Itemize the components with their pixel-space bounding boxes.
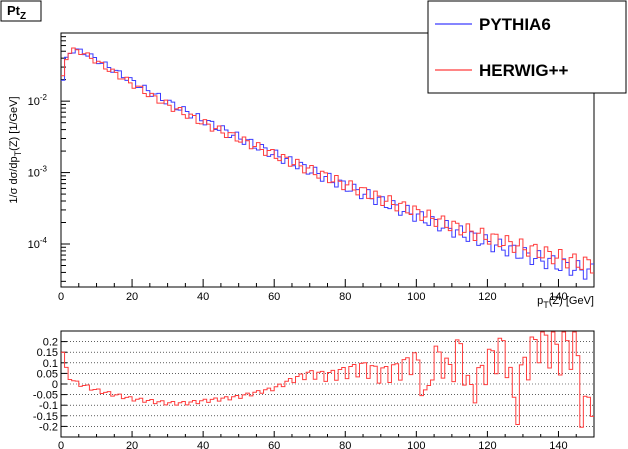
y-axis-title-rest: (Z) [1/GeV] [8,96,20,150]
chart-title: PtZ [7,3,26,22]
lower-x-tick-label: 0 [58,440,64,449]
chart-title-subscript: Z [20,11,26,22]
lower-y-tick-label: 0.15 [37,347,58,359]
upper-x-tick-label: 100 [407,291,425,303]
lower-y-tick-label: 0.05 [37,368,58,380]
ratio-series-line [61,331,594,428]
upper-y-tick-label: 10-3 [28,165,48,180]
lower-x-tick-label: 100 [407,440,425,449]
upper-x-tick-label: 0 [58,291,64,303]
lower-y-tick-label: -0.2 [39,421,58,433]
upper-x-tick-label: 140 [549,291,567,303]
lower-x-tick-label: 80 [339,440,351,449]
lower-x-tick-label: 20 [126,440,138,449]
lower-y-tick-label: -0.15 [33,411,58,423]
lower-x-tick-label: 60 [268,440,280,449]
lower-y-tick-label: -0.05 [33,390,58,402]
upper-y-tick-label: 10-2 [28,93,48,108]
lower-x-tick-label: 120 [478,440,496,449]
x-axis-title-main: p [537,295,543,307]
lower-x-tick-label: 140 [549,440,567,449]
lower-x-tick-label: 40 [197,440,209,449]
upper-x-tick-label: 60 [268,291,280,303]
y-axis-title-main: 1/σ dσ/dp [8,156,20,203]
upper-x-tick-label: 40 [197,291,209,303]
legend-label-pythia6: PYTHIA6 [479,15,551,34]
upper-x-tick-label: 20 [126,291,138,303]
legend-box [427,0,627,94]
x-axis-title: pT(Z) [GeV] [537,295,594,310]
lower-y-tick-label: 0.1 [43,358,58,370]
legend-label-herwig: HERWIG++ [479,61,569,80]
x-axis-title-sub: T [543,300,549,310]
lower-y-tick-label: 0 [52,379,58,391]
lower-y-tick-label: 0.2 [43,337,58,349]
upper-x-tick-label: 80 [339,291,351,303]
title-box [0,0,42,22]
series-line-herwig [61,47,594,274]
upper-x-tick-label: 120 [478,291,496,303]
y-axis-title: 1/σ dσ/dpT(Z) [1/GeV] [8,96,23,203]
lower-y-tick-label: -0.1 [39,400,58,412]
upper-y-tick-label: 10-4 [28,236,48,251]
x-axis-title-rest: (Z) [GeV] [549,295,594,307]
chart-title-main: Pt [7,3,21,18]
y-axis-title-sub: T [13,150,23,156]
